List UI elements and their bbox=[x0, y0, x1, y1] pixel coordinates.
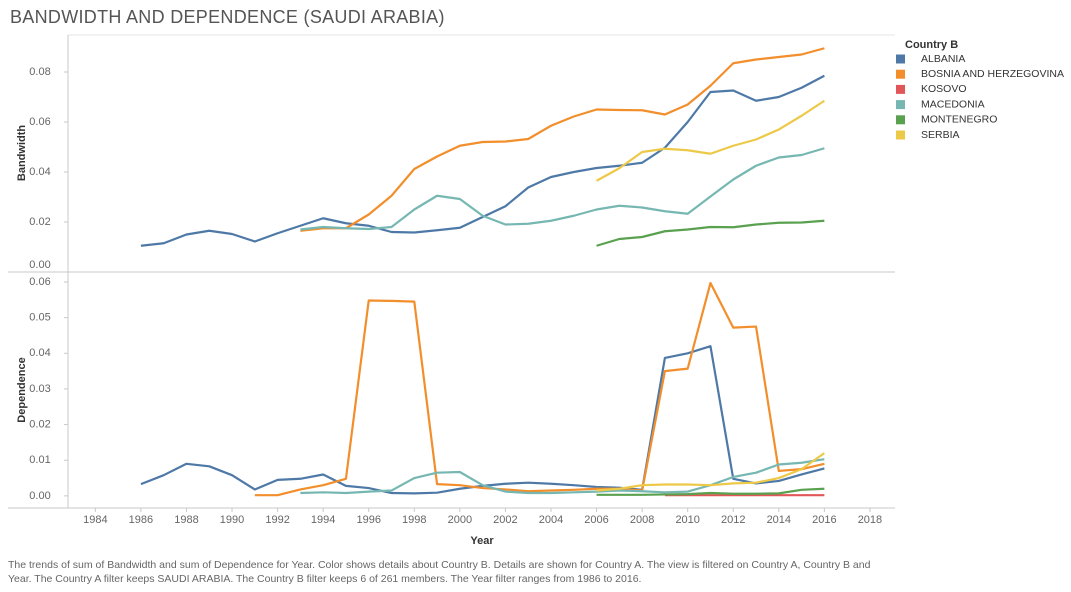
y-tick-label: 0.00 bbox=[29, 259, 50, 271]
y-tick-label: 0.00 bbox=[29, 490, 50, 502]
x-tick-label: 1994 bbox=[311, 514, 335, 526]
series-line bbox=[300, 458, 825, 495]
y-tick-label: 0.02 bbox=[29, 418, 50, 430]
y-tick-label: 0.06 bbox=[29, 116, 50, 128]
legend-label: BOSNIA AND HERZEGOVINA bbox=[921, 68, 1064, 80]
y-axis-title: Dependence bbox=[16, 357, 28, 422]
y-tick-label: 0.08 bbox=[29, 66, 50, 78]
legend-label: ALBANIA bbox=[921, 53, 965, 65]
x-tick-label: 2010 bbox=[675, 514, 699, 526]
x-tick-label: 1990 bbox=[220, 514, 244, 526]
series-line bbox=[254, 281, 825, 497]
x-tick-label: 1996 bbox=[356, 514, 380, 526]
y-tick-label: 0.04 bbox=[29, 347, 50, 359]
legend-title: Country B bbox=[905, 39, 958, 51]
x-axis-title: Year bbox=[470, 535, 494, 547]
x-tick-label: 1984 bbox=[83, 514, 107, 526]
x-tick-label: 2006 bbox=[584, 514, 608, 526]
series-line bbox=[300, 147, 825, 231]
caption: The trends of sum of Bandwidth and sum o… bbox=[8, 559, 871, 585]
x-tick-label: 2008 bbox=[630, 514, 654, 526]
legend-label: MACEDONIA bbox=[921, 98, 985, 110]
series-line bbox=[596, 452, 826, 492]
x-tick-label: 1998 bbox=[402, 514, 426, 526]
x-tick-label: 2012 bbox=[721, 514, 745, 526]
legend-swatch bbox=[896, 100, 905, 110]
x-tick-label: 1986 bbox=[129, 514, 153, 526]
series-line bbox=[300, 47, 825, 232]
series-line bbox=[596, 99, 825, 182]
legend-swatch bbox=[896, 84, 905, 94]
x-tick-label: 2018 bbox=[858, 514, 882, 526]
x-tick-label: 2016 bbox=[812, 514, 836, 526]
x-tick-label: 2002 bbox=[493, 514, 517, 526]
legend-label: SERBIA bbox=[921, 129, 960, 141]
legend-swatch bbox=[896, 54, 905, 64]
legend-label: KOSOVO bbox=[921, 83, 967, 95]
x-tick-label: 1992 bbox=[265, 514, 289, 526]
legend-swatch bbox=[896, 69, 905, 79]
y-tick-label: 0.04 bbox=[29, 166, 50, 178]
x-tick-label: 2014 bbox=[767, 514, 791, 526]
legend-swatch bbox=[896, 130, 905, 140]
y-tick-label: 0.06 bbox=[29, 276, 50, 288]
y-tick-label: 0.05 bbox=[29, 312, 50, 324]
series-line bbox=[596, 219, 825, 247]
legend-label: MONTENEGRO bbox=[921, 114, 997, 126]
x-tick-label: 2004 bbox=[539, 514, 563, 526]
x-tick-label: 1988 bbox=[174, 514, 198, 526]
y-tick-label: 0.01 bbox=[29, 454, 50, 466]
series-line bbox=[140, 74, 825, 247]
legend-swatch bbox=[896, 115, 905, 125]
y-tick-label: 0.02 bbox=[29, 216, 50, 228]
series-line bbox=[140, 345, 825, 495]
x-tick-label: 2000 bbox=[448, 514, 472, 526]
y-tick-label: 0.03 bbox=[29, 383, 50, 395]
y-axis-title: Bandwidth bbox=[16, 125, 28, 181]
chart-title: BANDWIDTH AND DEPENDENCE (SAUDI ARABIA) bbox=[10, 7, 445, 27]
series-line bbox=[596, 487, 825, 496]
